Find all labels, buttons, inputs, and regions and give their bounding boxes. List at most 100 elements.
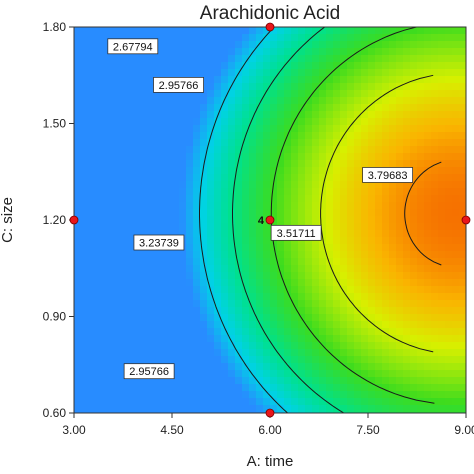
surface-cell: [235, 258, 243, 266]
surface-cell: [151, 104, 159, 112]
surface-cell: [431, 97, 439, 105]
surface-cell: [186, 370, 194, 378]
surface-cell: [361, 223, 369, 231]
surface-cell: [144, 293, 152, 301]
surface-cell: [410, 377, 418, 385]
surface-cell: [256, 391, 264, 399]
surface-cell: [130, 349, 138, 357]
surface-cell: [151, 230, 159, 238]
surface-cell: [151, 251, 159, 259]
surface-cell: [179, 174, 187, 182]
surface-cell: [396, 370, 404, 378]
surface-cell: [389, 69, 397, 77]
surface-cell: [109, 146, 117, 154]
surface-cell: [375, 391, 383, 399]
surface-cell: [88, 174, 96, 182]
surface-cell: [200, 279, 208, 287]
surface-cell: [375, 279, 383, 287]
surface-cell: [298, 384, 306, 392]
surface-cell: [291, 27, 299, 35]
surface-cell: [130, 181, 138, 189]
surface-cell: [312, 27, 320, 35]
surface-cell: [291, 363, 299, 371]
surface-cell: [151, 216, 159, 224]
surface-cell: [417, 307, 425, 315]
surface-cell: [172, 321, 180, 329]
surface-cell: [452, 153, 460, 161]
surface-cell: [158, 97, 166, 105]
surface-cell: [200, 69, 208, 77]
surface-cell: [368, 265, 376, 273]
surface-cell: [389, 223, 397, 231]
surface-cell: [452, 34, 460, 42]
surface-cell: [242, 377, 250, 385]
surface-cell: [319, 111, 327, 119]
surface-cell: [179, 34, 187, 42]
surface-cell: [109, 328, 117, 336]
surface-cell: [88, 300, 96, 308]
surface-cell: [312, 391, 320, 399]
surface-cell: [347, 160, 355, 168]
surface-cell: [186, 321, 194, 329]
surface-cell: [158, 258, 166, 266]
surface-cell: [431, 300, 439, 308]
surface-cell: [242, 83, 250, 91]
surface-cell: [207, 349, 215, 357]
surface-cell: [382, 293, 390, 301]
surface-cell: [88, 111, 96, 119]
surface-cell: [179, 377, 187, 385]
surface-cell: [445, 286, 453, 294]
surface-cell: [200, 181, 208, 189]
surface-cell: [445, 384, 453, 392]
surface-cell: [417, 223, 425, 231]
surface-cell: [200, 209, 208, 217]
surface-cell: [214, 230, 222, 238]
surface-cell: [459, 370, 466, 378]
surface-cell: [172, 363, 180, 371]
contour-line: [270, 27, 435, 404]
surface-cell: [375, 356, 383, 364]
surface-cell: [144, 356, 152, 364]
surface-cell: [431, 160, 439, 168]
surface-cell: [403, 97, 411, 105]
surface-cell: [354, 125, 362, 133]
surface-cell: [361, 76, 369, 84]
surface-cell: [347, 265, 355, 273]
surface-cell: [354, 370, 362, 378]
surface-cell: [179, 335, 187, 343]
surface-cell: [137, 174, 145, 182]
surface-cell: [340, 160, 348, 168]
surface-cell: [221, 125, 229, 133]
surface-cell: [368, 62, 376, 70]
surface-cell: [347, 76, 355, 84]
surface-cell: [375, 34, 383, 42]
surface-cell: [263, 174, 271, 182]
surface-cell: [207, 370, 215, 378]
surface-cell: [207, 258, 215, 266]
surface-cell: [144, 258, 152, 266]
surface-cell: [179, 118, 187, 126]
surface-cell: [81, 153, 89, 161]
surface-cell: [256, 90, 264, 98]
surface-cell: [214, 398, 222, 406]
surface-cell: [368, 125, 376, 133]
surface-cell: [431, 153, 439, 161]
surface-cell: [424, 244, 432, 252]
surface-cell: [102, 335, 110, 343]
surface-cell: [375, 97, 383, 105]
surface-cell: [207, 209, 215, 217]
surface-cell: [340, 286, 348, 294]
surface-cell: [333, 181, 341, 189]
surface-cell: [242, 27, 250, 35]
surface-cell: [319, 307, 327, 315]
surface-cell: [382, 286, 390, 294]
surface-cell: [459, 181, 466, 189]
surface-cell: [375, 195, 383, 203]
surface-cell: [361, 286, 369, 294]
surface-cell: [144, 62, 152, 70]
surface-cell: [200, 48, 208, 56]
surface-cell: [403, 216, 411, 224]
surface-cell: [102, 34, 110, 42]
surface-cell: [277, 48, 285, 56]
surface-cell: [130, 265, 138, 273]
